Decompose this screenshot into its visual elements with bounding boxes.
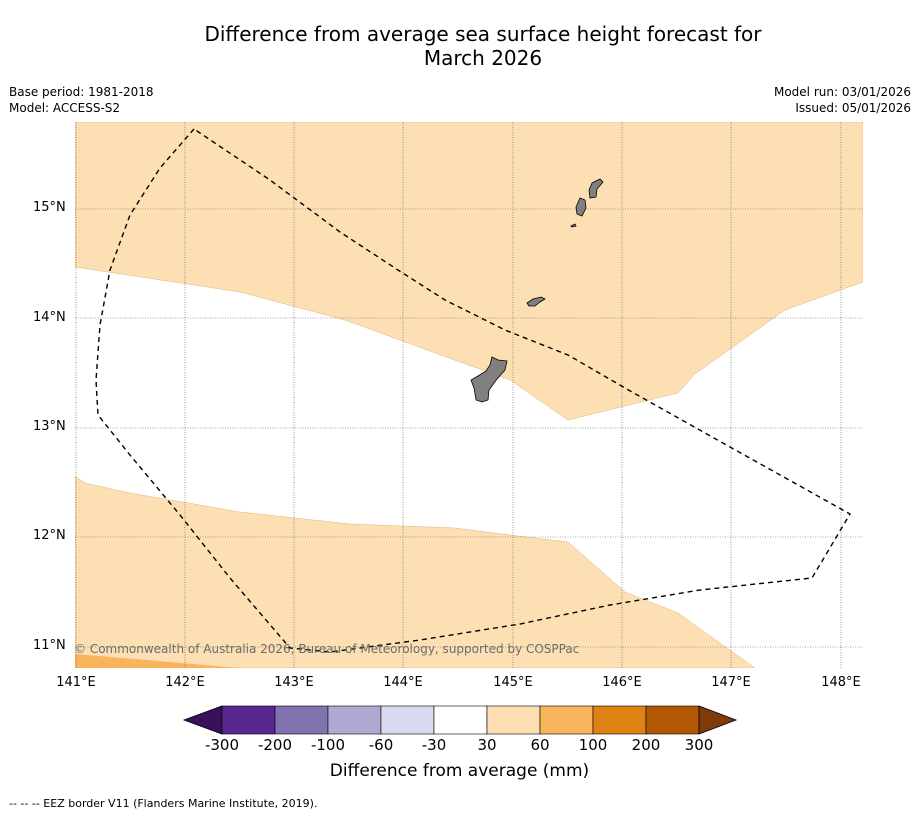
lon-tick-145: 145°E <box>493 675 533 690</box>
lon-tick-142: 142°E <box>165 675 205 690</box>
copyright-text: © Commonwealth of Australia 2026, Bureau… <box>74 642 579 656</box>
north-anomaly-region <box>75 122 863 421</box>
title-line-1: Difference from average sea surface heig… <box>204 22 762 46</box>
lon-tick-148: 148°E <box>821 675 861 690</box>
colorbar-segment-8 <box>592 705 647 735</box>
lat-tick-15: 15°N <box>33 200 66 215</box>
island-aguijan <box>570 223 577 228</box>
eez-border <box>95 128 851 653</box>
lat-tick-13: 13°N <box>33 419 66 434</box>
colorbar-segment-3 <box>327 705 382 735</box>
cb-tick-2: -100 <box>310 736 346 754</box>
cb-tick-3: -60 <box>368 736 394 754</box>
colorbar-segment-9 <box>645 705 700 735</box>
model-run: Model run: 03/01/2026 <box>773 85 911 99</box>
colorbar-extend-low <box>182 705 223 735</box>
lon-tick-141: 141°E <box>56 675 96 690</box>
colorbar <box>182 705 738 735</box>
cb-tick-8: 200 <box>631 736 661 754</box>
cb-tick-1: -200 <box>257 736 293 754</box>
colorbar-segment-1 <box>221 705 276 735</box>
cb-tick-7: 100 <box>578 736 608 754</box>
lon-tick-146: 146°E <box>602 675 642 690</box>
islands <box>470 178 604 403</box>
colorbar-label: Difference from average (mm) <box>329 761 590 781</box>
cb-tick-6: 60 <box>530 736 550 754</box>
eez-legend: -- -- -- EEZ border V11 (Flanders Marine… <box>9 797 318 810</box>
meta-right: Model run: 03/01/2026 Issued: 05/01/2026 <box>774 84 911 116</box>
cb-tick-5: 30 <box>477 736 497 754</box>
graticule <box>75 122 863 668</box>
cb-tick-4: -30 <box>421 736 447 754</box>
issued-date: Issued: 05/01/2026 <box>795 101 911 115</box>
south-anomaly-region <box>75 475 756 668</box>
title-line-2: March 2026 <box>423 46 543 70</box>
colorbar-segment-7 <box>539 705 594 735</box>
colorbar-segment-6 <box>486 705 541 735</box>
colorbar-segment-4 <box>380 705 435 735</box>
island-rota <box>526 296 546 307</box>
island-tinian <box>575 197 587 217</box>
island-guam <box>470 356 508 403</box>
colorbar-segment-5 <box>433 705 488 735</box>
lon-tick-143: 143°E <box>274 675 314 690</box>
colorbar-extend-high <box>698 705 738 735</box>
meta-left: Base period: 1981-2018 Model: ACCESS-S2 <box>9 84 154 116</box>
model-name: Model: ACCESS-S2 <box>9 101 121 115</box>
lat-tick-11: 11°N <box>33 638 66 653</box>
strong-anomaly-region <box>75 654 240 668</box>
cb-tick-9: 300 <box>684 736 714 754</box>
lon-tick-144: 144°E <box>383 675 423 690</box>
base-period: Base period: 1981-2018 <box>9 85 154 99</box>
colorbar-segment-2 <box>274 705 329 735</box>
cb-tick-0: -300 <box>204 736 240 754</box>
lat-tick-12: 12°N <box>33 528 66 543</box>
lon-tick-147: 147°E <box>711 675 751 690</box>
map-title: Difference from average sea surface heig… <box>0 22 919 70</box>
island-saipan <box>588 178 604 199</box>
lat-tick-14: 14°N <box>33 310 66 325</box>
